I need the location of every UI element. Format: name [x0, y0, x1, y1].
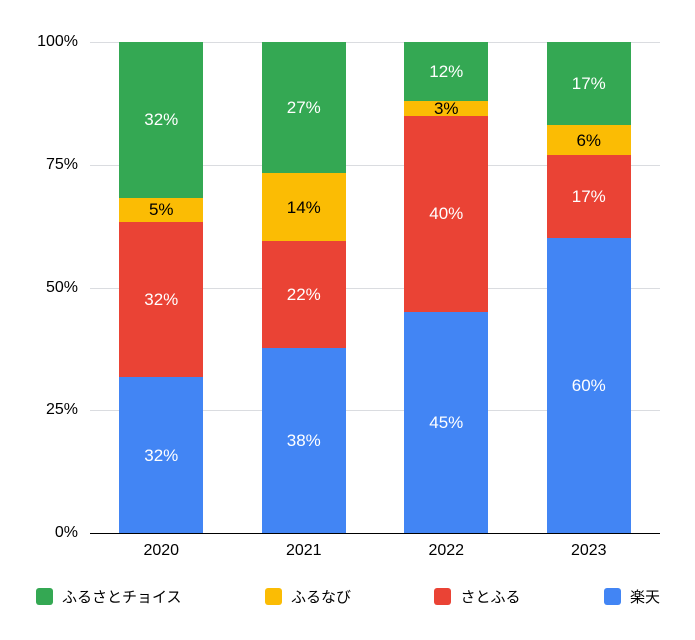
x-axis-tick-label-2023: 2023 — [570, 542, 607, 559]
x-axis-tick-label-2022: 2022 — [428, 542, 465, 559]
bar-segment: 3% — [404, 98, 489, 118]
x-axis-tick-label-2021: 2021 — [285, 542, 322, 559]
bar-segment-value-label: 32% — [144, 290, 179, 310]
legend-item: さとふる — [434, 586, 521, 607]
bar-segment-value-label: 45% — [429, 413, 464, 433]
bar-segment: 38% — [261, 348, 346, 533]
legend-label: 楽天 — [629, 588, 660, 606]
bar-segment: 6% — [546, 125, 631, 155]
bar-segment-value-label: 32% — [144, 110, 179, 130]
bar-segment: 32% — [119, 42, 204, 198]
legend-label: ふるなび — [291, 588, 352, 606]
legend-color-swatch — [434, 587, 452, 605]
bar-segment: 45% — [404, 312, 489, 533]
bar-segment: 14% — [261, 173, 346, 242]
bar-segment: 60% — [546, 238, 631, 533]
plot-area: 32% 32% 5% 32% 38% 22% 14% 27% 45% 40% 3% 12% 60% 17%… — [90, 42, 660, 534]
legend-color-swatch — [265, 587, 283, 605]
y-axis: 0% 25% 50% 75% 100% — [0, 33, 82, 541]
gridline-50 — [90, 287, 660, 289]
legend-item: ふるさとチョイス — [36, 586, 182, 607]
legend-color-swatch — [603, 587, 621, 605]
bar-segment-value-label: 17% — [571, 74, 606, 94]
legend-item: ふるなび — [265, 586, 351, 607]
bar-segment: 40% — [404, 115, 489, 313]
bar-segment-value-label: 32% — [144, 445, 179, 465]
bar-segment: 32% — [119, 221, 204, 378]
legend-item: 楽天 — [603, 586, 660, 607]
bar-2021: 38% 22% 14% 27% — [261, 42, 346, 533]
y-axis-tick-label-25: 25% — [45, 401, 78, 419]
y-axis-tick-label-50: 50% — [45, 278, 78, 296]
gridline-100 — [90, 42, 660, 43]
x-axis-line — [90, 533, 660, 534]
bar-2023: 60% 17% 6% 17% — [546, 42, 631, 533]
x-axis: 2020 2021 2022 2023 — [90, 542, 660, 564]
bar-2022: 45% 40% 3% 12% — [404, 42, 489, 533]
bar-segment-value-label: 3% — [433, 98, 459, 118]
y-axis-tick-label-100: 100% — [37, 33, 78, 50]
gridline-75 — [90, 164, 660, 166]
bar-segment-value-label: 14% — [286, 197, 321, 217]
legend: ふるさとチョイス ふるなび さとふる 楽天 — [36, 584, 660, 608]
x-axis-tick-label-2020: 2020 — [143, 542, 180, 559]
bar-2020: 32% 32% 5% 32% — [119, 42, 204, 533]
y-axis-tick-label-0: 0% — [54, 524, 78, 541]
bar-segment-value-label: 60% — [571, 376, 606, 396]
bar-segment: 5% — [119, 197, 204, 222]
bar-segment: 17% — [546, 154, 631, 239]
bar-segment-value-label: 5% — [148, 200, 174, 220]
bar-segment: 12% — [404, 42, 489, 101]
gridline-25 — [90, 410, 660, 412]
y-axis-tick-label-75: 75% — [45, 155, 78, 173]
bar-segment-value-label: 6% — [576, 130, 602, 150]
legend-label: ふるさとチョイス — [62, 588, 182, 606]
bar-segment-value-label: 12% — [429, 61, 464, 81]
bar-segment-value-label: 38% — [286, 431, 321, 451]
legend-label: さとふる — [460, 588, 521, 606]
bar-segment: 27% — [261, 42, 346, 174]
bar-segment-value-label: 27% — [286, 98, 321, 118]
bar-segment: 17% — [546, 42, 631, 126]
bar-segment-value-label: 22% — [286, 285, 321, 305]
bar-segment: 32% — [119, 377, 204, 533]
bar-segment: 22% — [261, 241, 346, 349]
bar-segment-value-label: 40% — [429, 204, 464, 224]
legend-color-swatch — [36, 587, 53, 605]
bar-segment-value-label: 17% — [571, 187, 606, 207]
